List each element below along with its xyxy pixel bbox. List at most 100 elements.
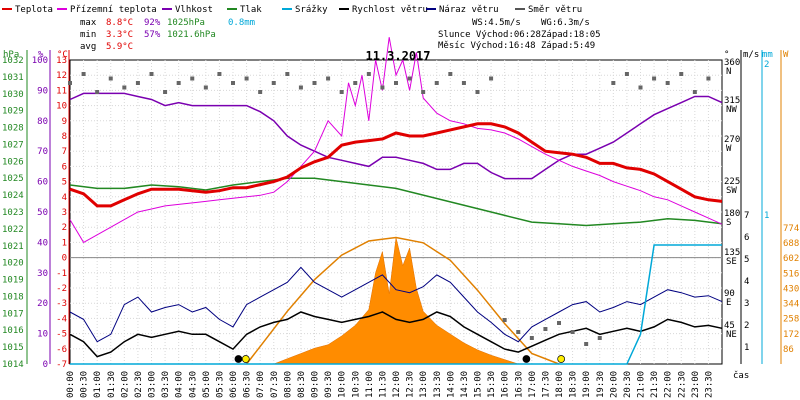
wind-direction-point: [298, 85, 303, 90]
temp-tick-label: -2: [56, 284, 67, 294]
wind-direction-point: [68, 81, 72, 85]
wind-direction-point: [244, 76, 249, 81]
pct-tick-label: 50: [37, 208, 48, 218]
w-tick-label: 172: [783, 330, 799, 340]
x-tick-label: 22:30: [677, 371, 687, 398]
dir-tick-name: W: [726, 144, 732, 154]
x-tick-label: 22:00: [664, 371, 674, 398]
x-tick-label: 23:00: [691, 371, 701, 398]
legend-label: Přízemní teplota: [70, 5, 157, 15]
stats-temp-min: 3.3°C: [106, 30, 133, 40]
wind-direction-point: [679, 72, 684, 76]
wind-direction-point: [258, 90, 263, 94]
temp-tick-label: 7: [62, 147, 67, 157]
x-tick-label: 21:00: [637, 371, 647, 398]
legend-label: Rychlost větru: [352, 5, 428, 15]
pct-tick-label: 60: [37, 178, 48, 188]
pct-tick-label: 20: [37, 299, 48, 309]
legend-label: Náraz větru: [439, 5, 499, 15]
series-prizemni-teplota: [69, 37, 723, 244]
legend-label: Směr větru: [528, 5, 582, 15]
x-tick-label: 14:30: [460, 371, 470, 398]
w-axis-label: W: [783, 50, 789, 60]
wind-direction-point: [176, 81, 181, 85]
x-tick-label: 19:00: [582, 371, 592, 398]
deg-axis-label: °: [724, 50, 729, 60]
series-tlak: [69, 177, 723, 227]
dir-tick-name: SW: [726, 186, 737, 196]
hpa-tick-label: 1026: [2, 157, 24, 167]
wind-direction-point: [624, 72, 629, 76]
dir-tick-name: E: [726, 298, 731, 308]
dir-tick-deg: 225: [724, 177, 740, 187]
w-tick-label: 430: [783, 284, 799, 294]
x-tick-label: 20:00: [609, 371, 619, 398]
temp-tick-label: 0: [62, 254, 67, 264]
temp-tick-label: 8: [62, 132, 67, 142]
right-axes: ° m/s mm W360N315NW270W225SW180S135SE90E45N…: [724, 50, 799, 364]
x-tick-label: 07:00: [256, 371, 266, 398]
x-tick-label: 01:30: [107, 371, 117, 398]
chart-title: 11.3.2017: [365, 49, 430, 63]
ms-tick-label: 2: [744, 321, 749, 331]
temp-tick-label: -1: [56, 269, 67, 279]
w-tick-label: 774: [783, 224, 799, 234]
wind-direction-point: [475, 90, 480, 94]
dir-tick-name: SE: [726, 257, 737, 267]
ms-tick-label: 4: [744, 277, 749, 287]
series-rychlost-vetru: [69, 311, 723, 358]
temp-tick-label: 9: [62, 117, 67, 127]
x-tick-label: 06:30: [243, 371, 253, 398]
sun-moon-marker: [241, 355, 250, 363]
wind-direction-point: [543, 327, 548, 331]
temp-tick-label: 10: [56, 102, 67, 112]
hpa-tick-label: 1028: [2, 124, 24, 134]
x-tick-label: 20:30: [623, 371, 633, 398]
wind-direction-point: [570, 330, 575, 334]
x-tick-label: 12:30: [406, 371, 416, 398]
dir-tick-deg: 135: [724, 248, 740, 258]
pct-tick-label: 40: [37, 238, 48, 248]
x-tick-label: 09:00: [311, 371, 321, 398]
wind-direction-point: [692, 90, 697, 94]
x-tick-label: 03:00: [148, 371, 158, 398]
solar-series: [246, 236, 560, 365]
hpa-tick-label: 1020: [2, 259, 24, 269]
stats-label-max: max: [80, 18, 97, 28]
hpa-tick-label: 1022: [2, 225, 24, 235]
wind-direction-point: [434, 81, 439, 85]
temp-tick-label: 5: [62, 178, 67, 188]
temp-tick-label: -4: [56, 314, 67, 324]
x-axis: 00:00 00:30 01:00 01:30 02:00 02:30 03:00 03:30…: [66, 370, 749, 398]
wind-direction-point: [339, 90, 344, 94]
pct-axis-label: %: [38, 50, 44, 60]
wind-direction-point: [394, 81, 398, 85]
wind-direction-point: [502, 318, 507, 322]
plot-series: [69, 37, 723, 365]
wind-direction-point: [638, 85, 643, 90]
x-tick-label: 14:00: [446, 371, 456, 398]
stats-gust: WG:6.3m/s: [541, 18, 590, 28]
dir-tick-deg: 45: [724, 321, 735, 331]
solar-radiation-area: [273, 237, 519, 365]
w-tick-label: 86: [783, 345, 794, 355]
wind-direction-point: [353, 81, 358, 85]
mm-tick-label: 1: [764, 211, 769, 221]
w-tick-label: 602: [783, 254, 799, 264]
stats-sun: Slunce Východ:06:28: [438, 30, 541, 40]
stats-rain-max: 0.8mm: [228, 18, 255, 28]
mm-axis-label: mm: [762, 50, 773, 60]
hpa-tick-label: 1021: [2, 242, 24, 252]
stats-wind: WS:4.5m/s: [472, 18, 521, 28]
x-tick-label: 16:30: [514, 371, 524, 398]
wind-direction-point: [366, 72, 371, 76]
hpa-tick-label: 1017: [2, 309, 24, 319]
stats-label-min: min: [80, 30, 96, 40]
wind-direction-point: [271, 81, 276, 85]
x-tick-label: 11:30: [378, 371, 388, 398]
wind-direction-point: [652, 76, 657, 81]
hpa-tick-label: 1023: [2, 208, 24, 218]
wind-direction-point: [529, 336, 534, 340]
x-tick-label: 05:30: [215, 371, 225, 398]
dir-tick-name: N: [726, 67, 731, 77]
